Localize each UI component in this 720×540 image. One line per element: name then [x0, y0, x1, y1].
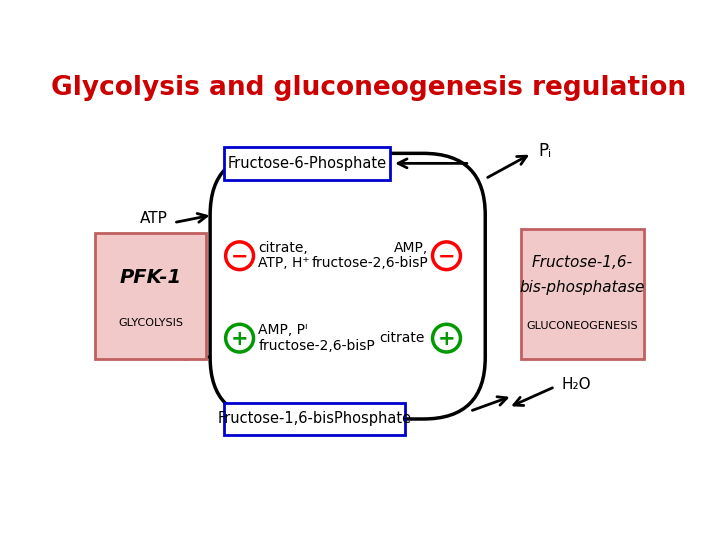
Text: Glycolysis and gluconeogenesis regulation: Glycolysis and gluconeogenesis regulatio…: [51, 75, 687, 101]
FancyBboxPatch shape: [224, 147, 390, 179]
Text: ATP, H⁺: ATP, H⁺: [258, 256, 310, 271]
Text: bis-phosphatase: bis-phosphatase: [520, 280, 645, 295]
Text: Fructose-1,6-bisPhosphate: Fructose-1,6-bisPhosphate: [217, 411, 412, 427]
Text: fructose-2,6-bisP: fructose-2,6-bisP: [258, 339, 375, 353]
FancyBboxPatch shape: [94, 233, 206, 359]
Text: fructose-2,6-bisP: fructose-2,6-bisP: [311, 256, 428, 271]
Text: +: +: [438, 329, 455, 349]
Text: P: P: [538, 142, 548, 160]
Text: +: +: [231, 329, 248, 349]
Text: AMP,: AMP,: [394, 241, 428, 255]
Text: H₂O: H₂O: [561, 377, 591, 392]
Text: −: −: [438, 247, 455, 267]
Text: Fructose-6-Phosphate: Fructose-6-Phosphate: [228, 156, 387, 171]
Text: Fructose-1,6-: Fructose-1,6-: [532, 255, 633, 269]
Text: i: i: [548, 149, 551, 159]
Text: −: −: [231, 247, 248, 267]
Text: GLUCONEOGENESIS: GLUCONEOGENESIS: [527, 321, 639, 330]
Text: AMP, Pᴵ: AMP, Pᴵ: [258, 323, 307, 338]
Text: PFK-1: PFK-1: [120, 268, 181, 287]
Text: GLYCOLYSIS: GLYCOLYSIS: [118, 318, 183, 328]
Text: citrate: citrate: [379, 331, 425, 345]
Text: ADP: ADP: [135, 345, 166, 360]
FancyBboxPatch shape: [224, 403, 405, 435]
FancyBboxPatch shape: [521, 229, 644, 359]
Text: citrate,: citrate,: [258, 241, 308, 255]
Text: ATP: ATP: [140, 211, 168, 226]
